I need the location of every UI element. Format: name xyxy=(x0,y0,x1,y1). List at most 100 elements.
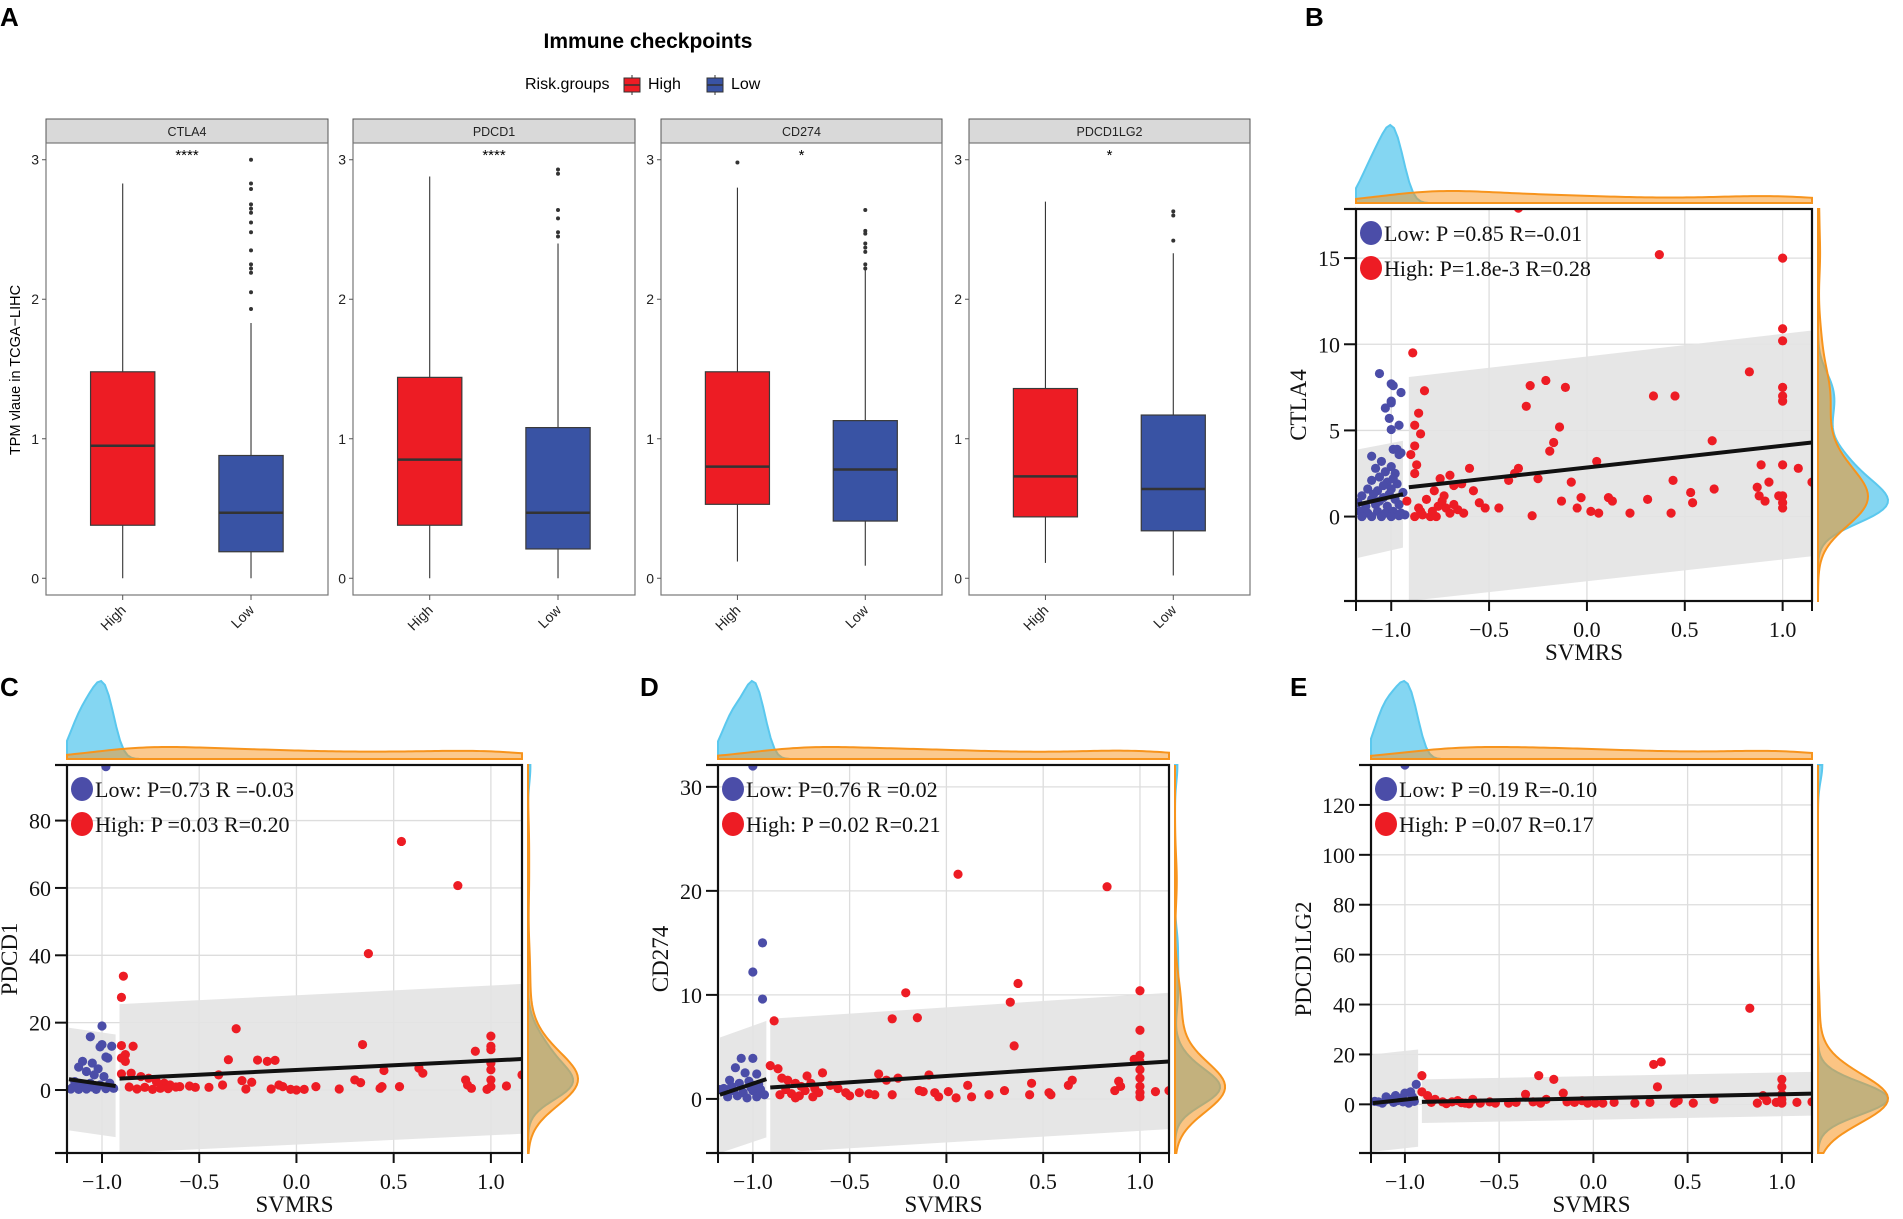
data-point xyxy=(334,1084,344,1094)
box-iqr xyxy=(704,371,771,505)
data-point xyxy=(1367,475,1377,485)
legend-entry-low: Low xyxy=(706,75,761,95)
data-point xyxy=(1422,1091,1433,1101)
data-point xyxy=(1558,1088,1568,1098)
x-axis-label: SVMRS xyxy=(905,1192,983,1217)
facet-title: PDCD1 xyxy=(473,125,515,139)
x-tick-label: 0.0 xyxy=(1573,617,1601,642)
facet-plot-area xyxy=(660,142,943,596)
panel-d-scatter: Low: P=0.76 R =0.02 High: P =0.02 R=0.21 −… xyxy=(648,679,1227,1217)
box-iqr xyxy=(218,454,284,553)
data-point xyxy=(1410,420,1420,430)
data-point xyxy=(101,765,111,772)
outlier-point xyxy=(556,171,561,176)
top-marginal-density xyxy=(66,679,523,760)
data-point xyxy=(752,1092,762,1102)
significance-label: **** xyxy=(482,147,506,164)
y-tick-label: 0 xyxy=(1329,505,1340,530)
data-point xyxy=(1046,1090,1056,1100)
data-point xyxy=(470,1046,480,1056)
data-point xyxy=(765,1061,775,1071)
x-tick-label: High xyxy=(404,602,436,634)
data-point xyxy=(1707,436,1717,446)
x-tick-label: 1.0 xyxy=(477,1169,505,1194)
data-point xyxy=(1566,477,1576,487)
y-axis-label: CD274 xyxy=(648,925,673,992)
data-point xyxy=(1410,441,1420,451)
density-high-x xyxy=(1355,189,1813,204)
data-point xyxy=(732,1091,742,1101)
data-point xyxy=(1135,1065,1145,1075)
data-point xyxy=(107,1041,117,1051)
x-tick-label: 0.0 xyxy=(933,1169,961,1194)
density-high-y xyxy=(1817,765,1890,1154)
data-point xyxy=(356,1078,366,1088)
top-marginal-density xyxy=(1370,679,1813,760)
data-point xyxy=(1643,494,1653,504)
y-tick-label: 40 xyxy=(1333,993,1355,1018)
data-point xyxy=(486,1031,496,1041)
data-point xyxy=(953,869,963,879)
x-tick-label: −1.0 xyxy=(733,1169,773,1194)
data-point xyxy=(1116,1081,1126,1092)
data-point xyxy=(757,994,768,1004)
panel-label-c: C xyxy=(0,672,19,702)
annotation-text-low: Low: P =0.19 R=-0.10 xyxy=(1399,777,1597,802)
data-point xyxy=(1652,1082,1663,1092)
annotation-marker-high xyxy=(722,812,744,836)
box-iqr xyxy=(1140,414,1206,532)
y-tick-label: 30 xyxy=(680,775,702,800)
data-point xyxy=(81,1066,92,1077)
data-point xyxy=(486,1045,496,1055)
x-tick-label: −1.0 xyxy=(1371,617,1411,642)
data-point xyxy=(1009,1041,1019,1051)
data-point xyxy=(1670,391,1680,401)
box-high xyxy=(704,160,771,562)
data-point xyxy=(1549,1074,1559,1084)
data-point xyxy=(396,836,407,847)
data-point xyxy=(1686,487,1696,498)
data-point xyxy=(833,1083,843,1094)
annotation-marker-low xyxy=(1360,221,1382,245)
data-point xyxy=(1556,496,1567,506)
data-point xyxy=(1406,449,1416,460)
data-point xyxy=(1431,511,1441,522)
plot-area xyxy=(67,765,522,1153)
data-point xyxy=(1630,1098,1640,1108)
outlier-point xyxy=(863,245,868,250)
data-point xyxy=(773,1064,783,1074)
data-point xyxy=(1668,475,1678,485)
y-tick-label: 0 xyxy=(691,1087,702,1112)
regression-line-low xyxy=(68,1077,116,1088)
annotation-text-low: Low: P =0.85 R=-0.01 xyxy=(1384,221,1582,246)
data-point xyxy=(1744,367,1754,377)
data-point xyxy=(800,1085,810,1096)
outlier-point xyxy=(863,241,868,246)
data-point xyxy=(155,1083,165,1093)
data-point xyxy=(1386,511,1396,522)
data-point xyxy=(1648,391,1659,401)
facet-title: CD274 xyxy=(782,125,821,139)
data-point xyxy=(1408,348,1418,358)
data-point xyxy=(1560,382,1571,392)
data-point xyxy=(1468,486,1479,496)
y-tick-label: 0 xyxy=(31,570,39,586)
data-point xyxy=(217,1080,228,1090)
y-tick-label: 1 xyxy=(338,431,346,447)
data-point xyxy=(1756,460,1766,470)
box-iqr xyxy=(89,371,156,526)
data-point xyxy=(74,1062,84,1072)
data-point xyxy=(1513,463,1524,473)
data-point xyxy=(1592,456,1602,467)
x-tick-label: 0.5 xyxy=(1029,1169,1057,1194)
data-point xyxy=(1417,1071,1427,1081)
data-point xyxy=(887,1090,897,1100)
data-point xyxy=(1527,511,1537,521)
data-point xyxy=(984,1090,994,1100)
facet-title: CTLA4 xyxy=(168,125,207,139)
x-tick-label: Low xyxy=(842,601,872,631)
box-low xyxy=(218,157,284,579)
data-point xyxy=(1778,253,1788,263)
facet-strip xyxy=(660,118,943,144)
regression-line-high xyxy=(770,1059,1169,1090)
